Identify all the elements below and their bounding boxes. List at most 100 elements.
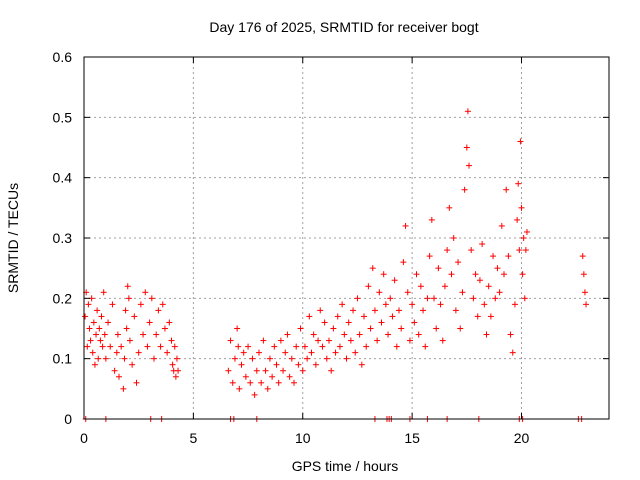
data-point	[496, 289, 503, 296]
data-point	[579, 253, 586, 260]
data-point	[523, 228, 530, 235]
data-point	[437, 301, 444, 308]
data-point	[380, 271, 387, 278]
data-point	[580, 271, 587, 278]
data-point	[166, 319, 173, 326]
data-point	[485, 283, 492, 290]
data-point	[144, 343, 151, 350]
data-point	[277, 337, 284, 344]
data-point	[168, 337, 175, 344]
data-point	[367, 325, 374, 332]
data-point	[94, 307, 101, 314]
data-point	[336, 343, 343, 350]
data-point	[280, 367, 287, 374]
y-axis-label: SRMTID / TECUs	[5, 183, 21, 293]
data-point	[476, 277, 483, 284]
data-point	[159, 301, 166, 308]
data-point	[522, 247, 529, 254]
data-point	[334, 313, 341, 320]
x-tick-label: 5	[189, 430, 197, 446]
data-point	[236, 385, 243, 392]
data-point	[492, 295, 499, 302]
data-point	[382, 301, 389, 308]
data-point	[98, 313, 105, 320]
data-point	[317, 307, 324, 314]
data-point	[291, 379, 297, 386]
data-point	[361, 313, 367, 320]
data-point	[519, 271, 526, 278]
data-point	[521, 295, 528, 302]
data-point	[231, 355, 238, 362]
data-point	[470, 295, 477, 302]
data-point	[135, 349, 142, 356]
data-point	[275, 379, 282, 386]
data-point	[376, 289, 383, 296]
data-point	[415, 331, 422, 338]
data-point	[507, 331, 514, 338]
data-point	[464, 108, 471, 115]
data-point	[102, 355, 109, 362]
data-point	[229, 379, 236, 386]
data-point	[448, 271, 455, 278]
data-point	[120, 385, 127, 392]
data-point	[326, 337, 332, 344]
data-point	[142, 289, 149, 296]
data-point	[424, 295, 431, 302]
data-point	[240, 349, 247, 356]
x-tick-label: 10	[295, 430, 311, 446]
data-point	[234, 325, 241, 332]
data-point	[406, 337, 413, 344]
y-tick-label: 0.3	[53, 230, 73, 246]
data-point	[409, 301, 416, 308]
data-point	[91, 361, 98, 368]
data-point	[173, 355, 180, 362]
data-point	[517, 138, 524, 145]
data-point	[514, 216, 521, 223]
data-point	[374, 337, 381, 344]
data-point	[247, 379, 254, 386]
data-point	[343, 355, 350, 362]
data-point	[87, 337, 94, 344]
data-point	[121, 355, 128, 362]
data-point	[378, 319, 385, 326]
data-point	[304, 355, 311, 362]
data-point	[266, 355, 273, 362]
data-point	[515, 180, 522, 187]
data-point	[122, 307, 129, 314]
y-tick-label: 0.5	[53, 109, 73, 125]
data-point	[306, 313, 313, 320]
data-point	[387, 295, 394, 302]
data-point	[169, 361, 176, 368]
data-point	[457, 325, 464, 332]
data-point	[140, 331, 147, 338]
data-point	[321, 319, 328, 326]
data-point	[90, 319, 97, 326]
data-point	[345, 319, 352, 326]
data-point	[114, 331, 121, 338]
data-point	[404, 289, 411, 296]
data-point	[446, 204, 453, 211]
data-point	[225, 367, 232, 374]
data-point	[511, 301, 518, 308]
data-point	[312, 361, 319, 368]
data-point	[249, 355, 256, 362]
data-point	[481, 301, 488, 308]
data-point	[461, 186, 468, 193]
data-point	[516, 247, 523, 254]
data-point	[95, 355, 102, 362]
data-point	[175, 367, 182, 374]
y-tick-label: 0	[64, 411, 72, 427]
data-point	[341, 331, 348, 338]
data-point	[264, 385, 271, 392]
data-point	[426, 253, 433, 260]
data-point	[295, 361, 302, 368]
data-point	[111, 367, 118, 374]
data-point	[358, 361, 365, 368]
data-point	[474, 313, 481, 320]
data-point	[137, 301, 144, 308]
data-point	[347, 337, 354, 344]
data-point	[161, 325, 168, 332]
data-point	[466, 162, 472, 169]
data-point	[319, 343, 326, 350]
